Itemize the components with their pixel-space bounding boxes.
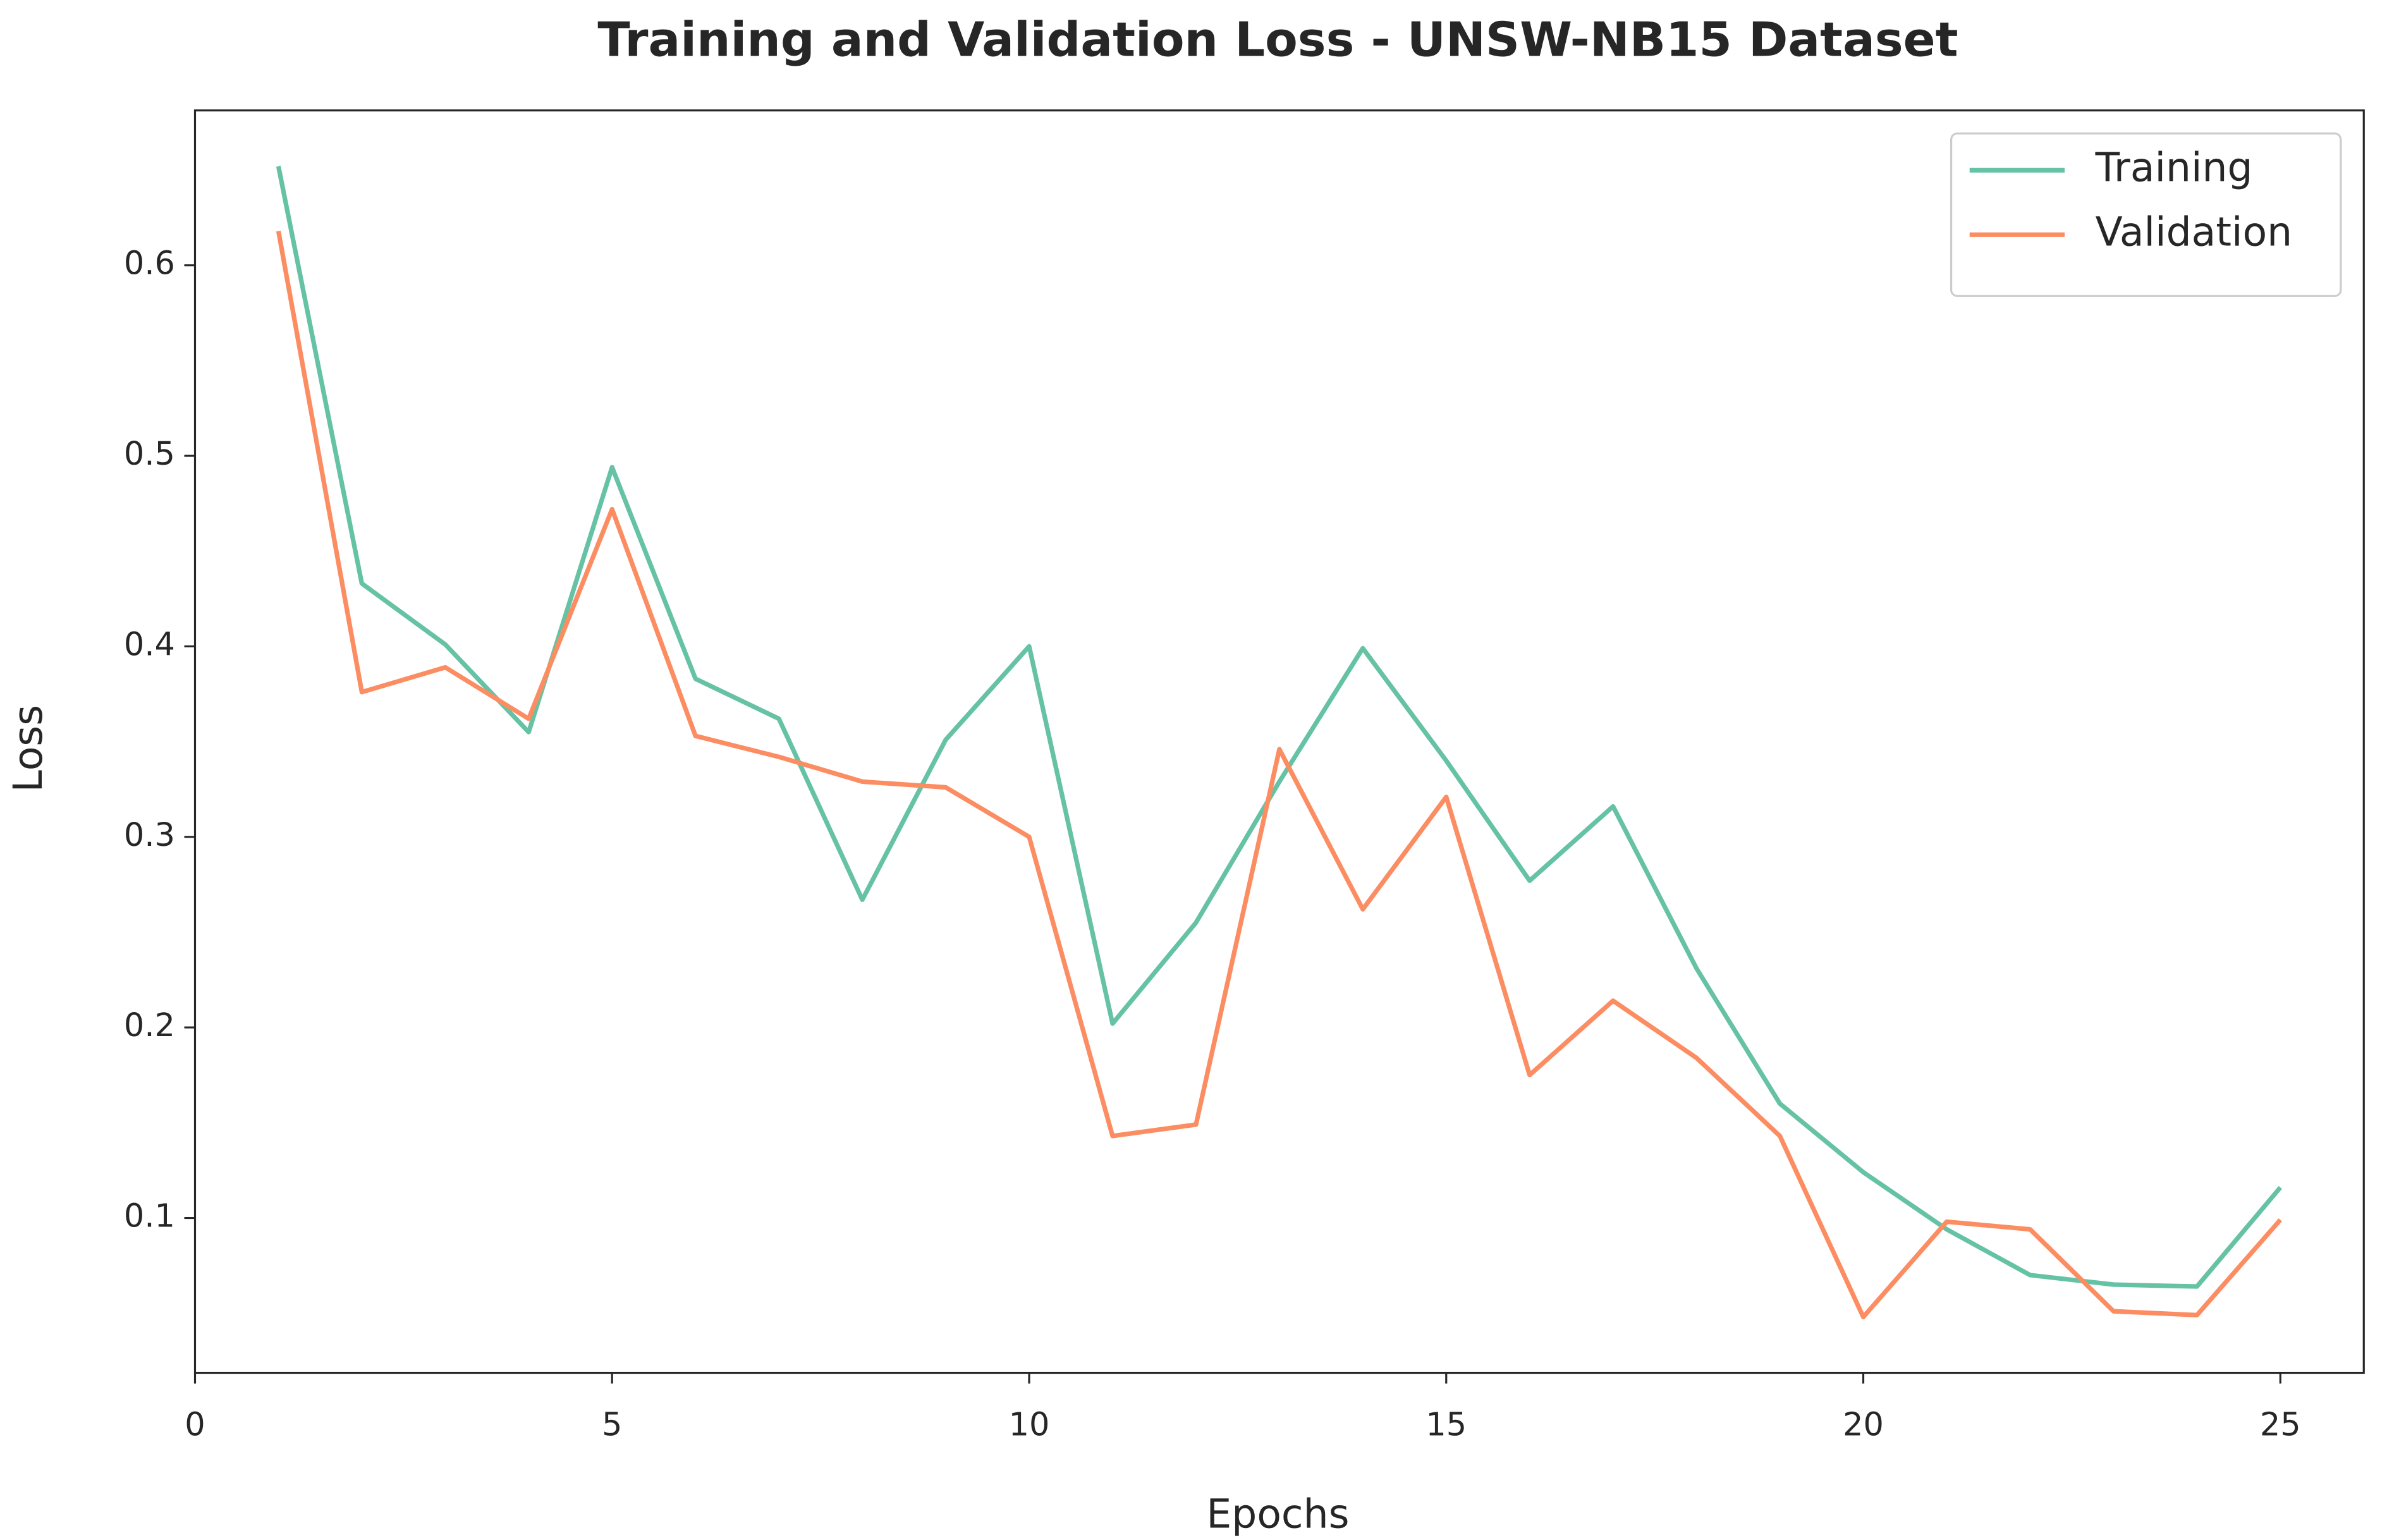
y-tick-label: 0.4 — [124, 626, 175, 663]
chart-title: Training and Validation Loss - UNSW-NB15… — [597, 11, 1958, 67]
x-tick-label: 10 — [1009, 1406, 1050, 1443]
y-axis-label: Loss — [4, 705, 51, 792]
plot-frame — [193, 109, 2365, 1374]
x-tick-label: 0 — [185, 1406, 205, 1443]
y-tick-label: 0.5 — [124, 436, 175, 473]
x-tick-label: 20 — [1843, 1406, 1884, 1443]
legend-box — [1950, 132, 2342, 297]
x-tick-label: 5 — [602, 1406, 622, 1443]
y-tick-label: 0.2 — [124, 1007, 175, 1044]
x-tick-label: 15 — [1425, 1406, 1467, 1443]
data-line — [276, 166, 2283, 1289]
x-tick-label: 25 — [2260, 1406, 2301, 1443]
y-tick-label: 0.6 — [124, 245, 175, 283]
legend-label: Validation — [2096, 208, 2292, 255]
data-line — [276, 230, 2283, 1319]
y-tick-label: 0.1 — [124, 1198, 175, 1235]
legend-label: Training — [2095, 144, 2253, 190]
x-axis-label: Epochs — [1206, 1491, 1349, 1537]
y-tick-label: 0.3 — [124, 817, 175, 854]
